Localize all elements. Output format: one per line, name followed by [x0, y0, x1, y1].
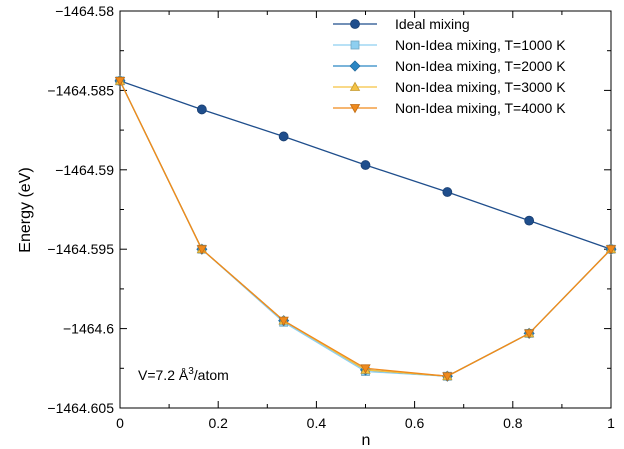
legend-marker [349, 60, 361, 72]
y-tick-label: −1464.595 [47, 241, 114, 257]
x-tick-label: 0.8 [503, 415, 523, 431]
y-tick-label: −1464.58 [55, 3, 114, 19]
series-line [119, 80, 612, 377]
legend-entry: Non-Idea mixing, T=2000 K [333, 58, 566, 74]
series-group [114, 75, 617, 382]
y-tick-label: −1464.605 [47, 400, 114, 416]
series-4 [114, 75, 617, 381]
data-point [278, 316, 289, 326]
y-tick-label: −1464.585 [47, 82, 114, 98]
legend-label: Non-Idea mixing, T=3000 K [395, 79, 566, 95]
y-axis-title: Energy (eV) [17, 167, 34, 252]
series-2 [115, 76, 616, 381]
y-tick-label: −1464.59 [55, 162, 114, 178]
data-point [114, 76, 126, 87]
x-tick-label: 0.4 [307, 415, 327, 431]
data-point [442, 187, 453, 197]
data-point [360, 160, 371, 170]
legend-marker [349, 81, 361, 91]
x-tick-label: 0 [116, 415, 124, 431]
legend-label: Non-Idea mixing, T=1000 K [395, 37, 566, 53]
volume-annotation: V=7.2 Å3/atom [138, 366, 229, 383]
x-tick-label: 1 [607, 415, 615, 431]
data-point [442, 372, 453, 382]
x-tick-label: 0.2 [208, 415, 228, 431]
legend-label: Non-Idea mixing, T=4000 K [395, 100, 566, 116]
volume-annotation-prefix: V=7.2 Å [138, 367, 189, 383]
legend-marker [349, 104, 361, 114]
data-point [196, 104, 207, 115]
legend-label: Non-Idea mixing, T=2000 K [395, 58, 566, 74]
legend-marker [350, 19, 360, 29]
y-tick-label: −1464.6 [63, 321, 114, 337]
data-point [523, 329, 535, 339]
x-axis-title: n [362, 432, 371, 449]
series-line [119, 80, 612, 377]
legend-entry: Non-Idea mixing, T=4000 K [333, 100, 566, 116]
data-point [196, 245, 208, 255]
axes: 0 0.2 0.4 0.6 0.8 1 −1464.58 −1464.585 −1464.59 −… [47, 3, 615, 431]
legend-entry: Ideal mixing [333, 16, 470, 32]
data-point [278, 131, 289, 142]
legend-entry: Non-Idea mixing, T=3000 K [333, 79, 566, 95]
series-line [119, 80, 612, 377]
legend-label: Ideal mixing [395, 16, 470, 32]
data-point [360, 364, 371, 374]
legend-entry: Non-Idea mixing, T=1000 K [333, 37, 566, 53]
legend-marker [350, 40, 360, 50]
volume-annotation-suffix: /atom [194, 367, 229, 383]
series-3 [114, 75, 617, 382]
legend: Ideal mixing Non-Idea mixing, T=1000 K Non… [333, 16, 566, 116]
x-tick-label: 0.6 [405, 415, 425, 431]
series-line [119, 80, 612, 377]
volume-annotation-sup: 3 [188, 366, 194, 377]
series-5 [114, 76, 617, 382]
data-point [605, 245, 617, 255]
data-point [524, 215, 535, 226]
